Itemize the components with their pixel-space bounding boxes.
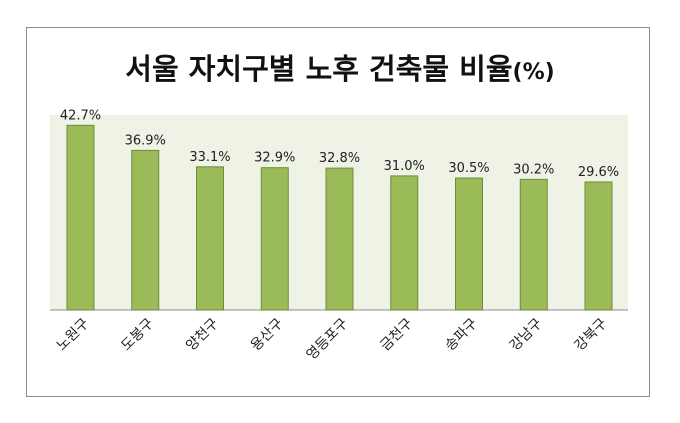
data-label-9: 29.6%	[578, 165, 619, 180]
data-label-1: 42.7%	[60, 108, 101, 123]
bar-3	[196, 166, 224, 311]
bar-6	[390, 175, 419, 311]
data-label-4: 32.9%	[254, 151, 295, 166]
bar-7	[455, 177, 483, 311]
category-label-4: 용산구	[248, 315, 287, 354]
data-label-6: 31.0%	[384, 159, 425, 174]
data-label-3: 33.1%	[189, 150, 230, 165]
category-label-2: 도봉구	[118, 315, 157, 354]
category-label-1: 노원구	[54, 315, 93, 354]
bars-group	[66, 124, 613, 311]
category-label-7: 송파구	[442, 315, 481, 354]
chart-title-text: 서울 자치구별 노후 건축물 비율	[125, 52, 513, 86]
category-label-8: 강남구	[507, 315, 546, 354]
chart-title: 서울 자치구별 노후 건축물 비율(%)	[0, 46, 680, 88]
bar-8	[519, 178, 548, 311]
bar-1	[66, 124, 95, 311]
data-label-8: 30.2%	[513, 162, 554, 177]
bar-4	[260, 167, 289, 311]
bar-9	[584, 181, 613, 311]
category-label-5: 영등포구	[304, 315, 352, 363]
category-label-3: 양천구	[183, 315, 222, 354]
category-label-9: 강북구	[572, 315, 611, 354]
data-label-7: 30.5%	[448, 161, 489, 176]
category-labels-group: 노원구 도봉구 양천구 용산구 영등포구 금천구 송파구 강남구 강북구	[54, 315, 611, 363]
bar-5	[325, 167, 354, 311]
category-label-6: 금천구	[377, 315, 416, 354]
data-label-5: 32.8%	[319, 151, 360, 166]
chart-title-unit: (%)	[512, 60, 555, 85]
bar-2	[131, 149, 160, 311]
data-label-2: 36.9%	[125, 133, 166, 148]
data-labels-group: 42.7% 36.9% 33.1% 32.9% 32.8% 31.0% 30.5% 30.2%…	[60, 108, 619, 180]
